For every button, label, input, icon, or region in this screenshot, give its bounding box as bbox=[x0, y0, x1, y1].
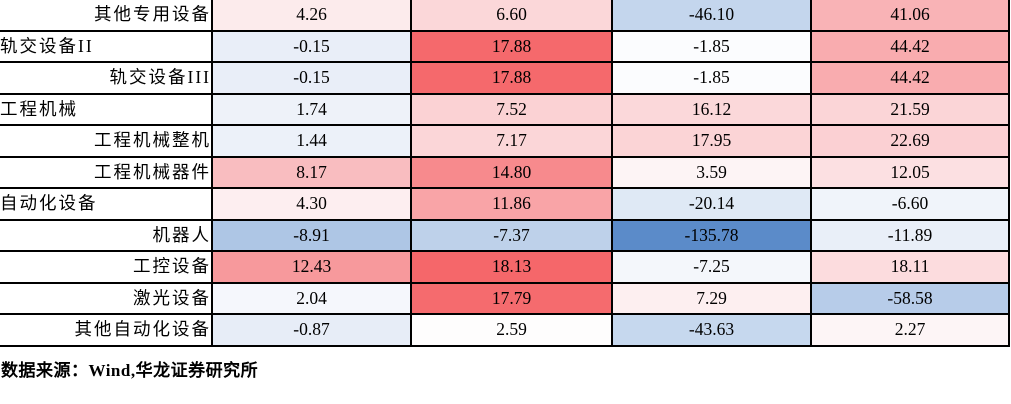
value-cell: -0.15 bbox=[211, 61, 412, 95]
data-source-note: 数据来源：Wind,华龙证券研究所 bbox=[1, 360, 259, 380]
value-cell: 18.13 bbox=[410, 250, 613, 284]
value-cell: 11.86 bbox=[410, 187, 613, 221]
value-cell: 6.60 bbox=[410, 0, 613, 32]
value-cell: -0.15 bbox=[211, 29, 412, 63]
table-row: 激光设备 2.04 17.79 7.29 -58.58 bbox=[0, 281, 1010, 315]
value-cell: 1.44 bbox=[211, 124, 412, 158]
value-cell: -20.14 bbox=[611, 187, 812, 221]
row-label: 轨交设备III bbox=[0, 61, 213, 95]
row-label: 机器人 bbox=[0, 218, 213, 252]
value-cell: 16.12 bbox=[611, 92, 812, 126]
value-cell: 4.30 bbox=[211, 187, 412, 221]
table-row: 工程机械整机 1.44 7.17 17.95 22.69 bbox=[0, 124, 1010, 158]
value-cell: 41.06 bbox=[810, 0, 1010, 32]
value-cell: -7.25 bbox=[611, 250, 812, 284]
value-cell: -6.60 bbox=[810, 187, 1010, 221]
value-cell: 17.88 bbox=[410, 29, 613, 63]
value-cell: 12.43 bbox=[211, 250, 412, 284]
table-row: 轨交设备III -0.15 17.88 -1.85 44.42 bbox=[0, 61, 1010, 95]
row-label: 工程机械器件 bbox=[0, 155, 213, 189]
table-row: 轨交设备II -0.15 17.88 -1.85 44.42 bbox=[0, 29, 1010, 63]
row-label: 工程机械整机 bbox=[0, 124, 213, 158]
value-cell: 7.17 bbox=[410, 124, 613, 158]
table-row: 工控设备 12.43 18.13 -7.25 18.11 bbox=[0, 250, 1010, 284]
table-row: 自动化设备 4.30 11.86 -20.14 -6.60 bbox=[0, 187, 1010, 221]
table-row: 工程机械 1.74 7.52 16.12 21.59 bbox=[0, 92, 1010, 126]
value-cell: 2.27 bbox=[810, 313, 1010, 347]
value-cell: -11.89 bbox=[810, 218, 1010, 252]
value-cell: -58.58 bbox=[810, 281, 1010, 315]
value-cell: 44.42 bbox=[810, 29, 1010, 63]
value-cell: 44.42 bbox=[810, 61, 1010, 95]
row-label: 工程机械 bbox=[0, 92, 213, 126]
value-cell: 4.26 bbox=[211, 0, 412, 32]
value-cell: 17.79 bbox=[410, 281, 613, 315]
table-row: 工程机械器件 8.17 14.80 3.59 12.05 bbox=[0, 155, 1010, 189]
row-label: 自动化设备 bbox=[0, 187, 213, 221]
value-cell: 7.29 bbox=[611, 281, 812, 315]
value-cell: -43.63 bbox=[611, 313, 812, 347]
value-cell: 18.11 bbox=[810, 250, 1010, 284]
value-cell: 22.69 bbox=[810, 124, 1010, 158]
value-cell: 14.80 bbox=[410, 155, 613, 189]
value-cell: 7.52 bbox=[410, 92, 613, 126]
value-cell: -1.85 bbox=[611, 29, 812, 63]
value-cell: 17.88 bbox=[410, 61, 613, 95]
value-cell: -8.91 bbox=[211, 218, 412, 252]
value-cell: 2.59 bbox=[410, 313, 613, 347]
row-label: 其他自动化设备 bbox=[0, 313, 213, 347]
value-cell: 8.17 bbox=[211, 155, 412, 189]
heatmap-table: 其他专用设备 4.26 6.60 -46.10 41.06 轨交设备II -0.15 17.8… bbox=[0, 0, 1010, 347]
value-cell: -46.10 bbox=[611, 0, 812, 32]
table-row: 其他自动化设备 -0.87 2.59 -43.63 2.27 bbox=[0, 313, 1010, 347]
value-cell: -135.78 bbox=[611, 218, 812, 252]
table-row: 机器人 -8.91 -7.37 -135.78 -11.89 bbox=[0, 218, 1010, 252]
heatmap-table-body: 其他专用设备 4.26 6.60 -46.10 41.06 轨交设备II -0.15 17.8… bbox=[0, 0, 1010, 347]
value-cell: -0.87 bbox=[211, 313, 412, 347]
table-row: 其他专用设备 4.26 6.60 -46.10 41.06 bbox=[0, 0, 1010, 32]
row-label: 工控设备 bbox=[0, 250, 213, 284]
row-label: 轨交设备II bbox=[0, 29, 213, 63]
value-cell: 17.95 bbox=[611, 124, 812, 158]
row-label: 其他专用设备 bbox=[0, 0, 213, 32]
value-cell: -1.85 bbox=[611, 61, 812, 95]
value-cell: -7.37 bbox=[410, 218, 613, 252]
value-cell: 3.59 bbox=[611, 155, 812, 189]
value-cell: 2.04 bbox=[211, 281, 412, 315]
value-cell: 12.05 bbox=[810, 155, 1010, 189]
value-cell: 1.74 bbox=[211, 92, 412, 126]
value-cell: 21.59 bbox=[810, 92, 1010, 126]
row-label: 激光设备 bbox=[0, 281, 213, 315]
